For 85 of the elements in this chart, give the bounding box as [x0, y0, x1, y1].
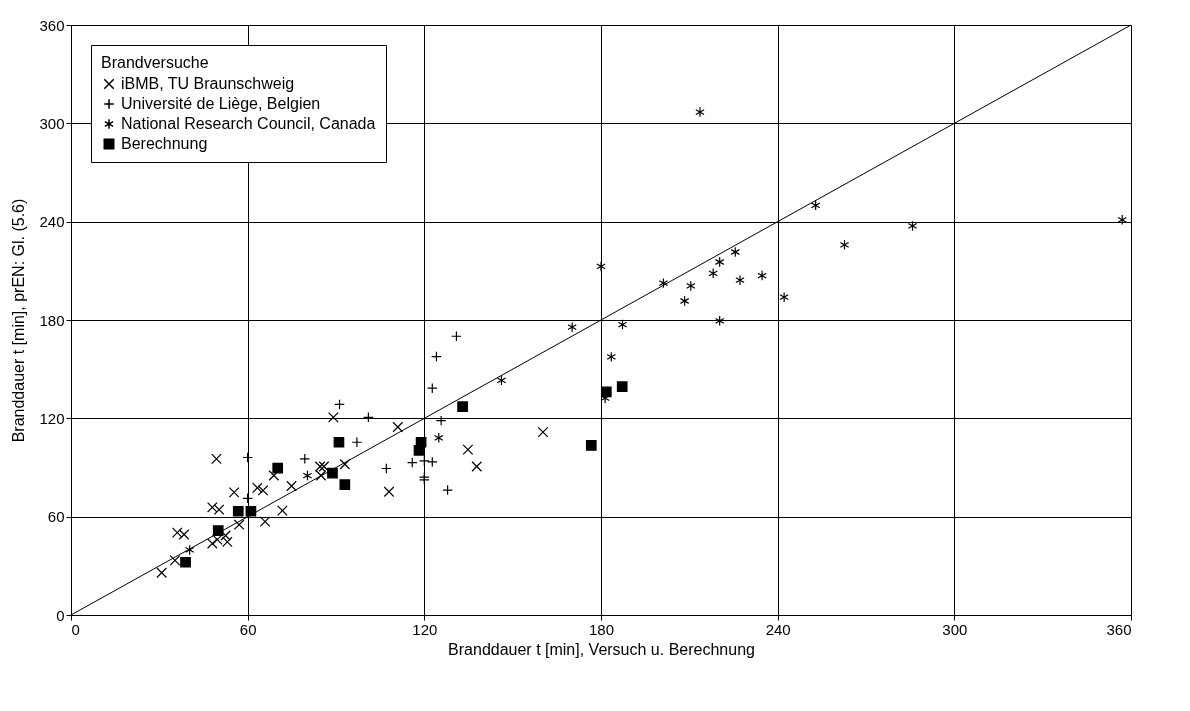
point: [658, 277, 669, 289]
point: [383, 486, 395, 498]
point: [730, 246, 740, 258]
point: [259, 516, 271, 527]
point: [228, 487, 240, 498]
point: [679, 295, 690, 307]
point: [178, 529, 190, 540]
point: [686, 280, 696, 292]
point: [471, 461, 483, 472]
legend-label: National Research Council, Canada: [121, 115, 376, 132]
legend-label: iBMB, TU Braunschweig: [121, 75, 295, 92]
point: [257, 485, 269, 496]
point: [757, 270, 767, 281]
legend-title: Brandversuche: [101, 54, 209, 71]
point: [220, 530, 231, 541]
point: [1117, 214, 1127, 226]
y-tick-label: 60: [47, 508, 65, 526]
point: [232, 505, 244, 517]
point: [537, 426, 549, 438]
point: [434, 432, 444, 444]
point: [606, 351, 617, 363]
point: [212, 525, 224, 536]
point: [156, 567, 168, 579]
point: [714, 315, 725, 327]
point: [252, 482, 263, 494]
y-tick-label: 180: [39, 311, 65, 329]
point: [268, 470, 280, 481]
point: [392, 421, 404, 433]
point: [277, 505, 288, 516]
point: [585, 440, 597, 451]
point: [451, 330, 462, 342]
x-tick-label: 300: [942, 620, 968, 638]
x-tick-label: 60: [239, 620, 257, 638]
point: [431, 351, 442, 362]
point: [169, 555, 181, 566]
point: [314, 461, 326, 472]
point: [810, 199, 821, 211]
legend-label: Berechnung: [121, 135, 208, 152]
point: [315, 470, 327, 481]
x-tick-label: 180: [588, 620, 615, 638]
x-tick-label: 120: [412, 620, 438, 638]
point: [180, 556, 191, 568]
point: [184, 544, 195, 556]
point: [462, 444, 474, 455]
point: [496, 374, 507, 386]
y-tick-label: 240: [39, 213, 65, 231]
point: [318, 461, 330, 472]
y-tick-label: 120: [39, 409, 65, 427]
point: [272, 462, 284, 474]
point: [600, 386, 612, 398]
y-tick-label: 0: [56, 606, 65, 624]
point: [413, 444, 425, 456]
point: [333, 436, 345, 448]
legend-label: Université de Liège, Belgien: [121, 95, 321, 112]
point: [457, 401, 468, 413]
point: [708, 267, 718, 279]
point: [206, 501, 218, 513]
point: [714, 256, 725, 268]
point: [233, 519, 245, 531]
x-tick-label: 240: [765, 620, 791, 638]
y-axis-title: Branddauer t [min], prEN: Gl. (5.6): [10, 198, 28, 443]
x-tick-label: 0: [71, 620, 80, 638]
point: [339, 479, 351, 491]
point: [567, 321, 577, 333]
point: [596, 261, 606, 272]
x-axis-title: Branddauer t [min], Versuch u. Berechnung: [448, 640, 755, 658]
point: [839, 239, 850, 251]
point: [907, 220, 918, 232]
y-tick-label: 360: [39, 16, 65, 34]
point: [206, 538, 218, 549]
point: [171, 527, 183, 538]
point: [211, 453, 222, 465]
point: [302, 470, 313, 481]
point: [735, 274, 745, 286]
point: [334, 399, 345, 410]
point: [286, 480, 297, 492]
point: [616, 381, 628, 393]
point: [779, 291, 789, 303]
point: [339, 458, 351, 470]
point: [617, 319, 628, 330]
y-tick-label: 300: [39, 114, 65, 132]
point: [213, 504, 225, 515]
x-tick-label: 360: [1106, 620, 1132, 638]
point: [695, 106, 705, 118]
point: [328, 412, 339, 423]
